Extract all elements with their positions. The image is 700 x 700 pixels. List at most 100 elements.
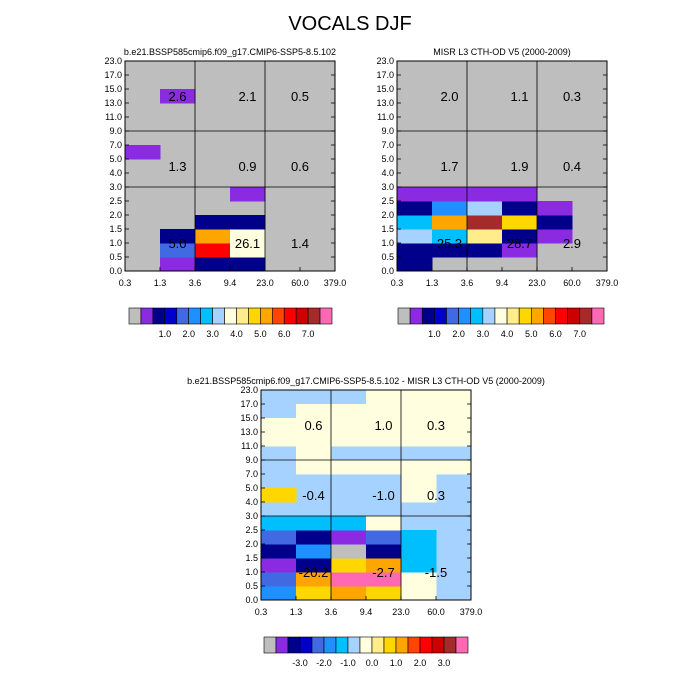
colorbar-label: -1.0 <box>340 658 356 668</box>
y-tick-label: 1.0 <box>381 238 394 248</box>
colorbar-swatch <box>458 307 472 325</box>
x-tick-label: 60.0 <box>291 278 309 288</box>
y-tick-label: 5.0 <box>109 154 122 164</box>
y-tick-label: 2.0 <box>245 539 258 549</box>
y-tick-label: 3.0 <box>381 182 394 192</box>
colorbar-swatch <box>311 636 325 654</box>
colorbar-label: 6.0 <box>549 329 562 339</box>
heatmap-cell <box>160 229 196 244</box>
colorbar-swatch <box>579 307 593 325</box>
y-tick-label: 9.0 <box>245 455 258 465</box>
group-sum-label: 0.3 <box>563 89 581 104</box>
x-tick-label: 23.0 <box>256 278 274 288</box>
colorbar-swatch <box>295 307 309 325</box>
heatmap-cell <box>401 418 437 433</box>
heatmap-cell <box>432 229 468 244</box>
heatmap-cell <box>230 215 266 230</box>
heatmap-cell <box>467 215 503 230</box>
colorbar-swatch <box>530 307 544 325</box>
heatmap-cell <box>261 516 297 531</box>
heatmap-panels: b.e21.BSSP585cmip6.f09_g17.CMIP6-SSP5-8.… <box>104 47 618 617</box>
heatmap-cell <box>296 460 332 475</box>
panel-title: b.e21.BSSP585cmip6.f09_g17.CMIP6-SSP5-8.… <box>187 376 545 386</box>
y-tick-label: 7.0 <box>245 469 258 479</box>
colorbar-swatch <box>567 307 581 325</box>
y-tick-label: 15.0 <box>240 413 258 423</box>
heatmap-cell <box>230 229 266 244</box>
heatmap-cell <box>436 432 472 447</box>
heatmap-cell <box>401 390 437 405</box>
x-tick-label: 23.0 <box>392 607 410 617</box>
heatmap-cell <box>401 404 437 419</box>
heatmap-cell <box>397 187 433 202</box>
y-tick-label: 4.0 <box>381 168 394 178</box>
y-tick-label: 9.0 <box>109 126 122 136</box>
colorbar-swatch <box>494 307 508 325</box>
heatmap-cell <box>401 432 437 447</box>
x-tick-label: 1.3 <box>154 278 167 288</box>
y-tick-label: 0.0 <box>381 266 394 276</box>
colorbar-swatch <box>555 307 568 325</box>
heatmap-cell <box>401 488 437 503</box>
y-tick-label: 23.0 <box>240 385 258 395</box>
heatmap-cell <box>401 530 437 545</box>
colorbar-label: 3.0 <box>477 329 490 339</box>
heatmap-cell <box>331 432 367 447</box>
colorbar-swatch <box>287 636 301 654</box>
colorbar-label: 1.0 <box>390 658 403 668</box>
heatmap-cell <box>432 201 468 216</box>
heatmap-cell <box>230 243 266 258</box>
heatmap-cell <box>537 215 573 230</box>
group-sum-label: 2.1 <box>238 89 256 104</box>
colorbar-swatch <box>506 307 520 325</box>
group-sum-label: -2.7 <box>372 565 394 580</box>
colorbar-swatch <box>409 307 423 325</box>
colorbar-1: 1.0 2.0 3.0 4.0 5.0 6.0 7.0 <box>128 307 333 339</box>
heatmap-cell <box>502 215 538 230</box>
heatmap-cell <box>296 572 332 587</box>
heatmap-cell <box>261 544 297 559</box>
heatmap-panel-3: b.e21.BSSP585cmip6.f09_g17.CMIP6-SSP5-8.… <box>187 376 545 617</box>
colorbar-label: 2.0 <box>452 329 465 339</box>
y-tick-label: 5.0 <box>381 154 394 164</box>
x-tick-label: 3.6 <box>189 278 202 288</box>
y-tick-label: 0.5 <box>109 252 122 262</box>
heatmap-cell <box>366 516 402 531</box>
group-sum-label: -1.5 <box>425 565 447 580</box>
y-tick-label: 2.5 <box>245 525 258 535</box>
group-sum-label: 1.9 <box>510 159 528 174</box>
heatmap-cell <box>537 201 573 216</box>
heatmap-cell <box>401 586 437 601</box>
colorbar-label: 2.0 <box>414 658 427 668</box>
heatmap-cell <box>296 586 332 601</box>
colorbar-label: 6.0 <box>278 329 291 339</box>
colorbar-label: 7.0 <box>574 329 587 339</box>
y-tick-label: 1.5 <box>109 224 122 234</box>
group-sum-label: 1.3 <box>168 159 186 174</box>
y-tick-label: 13.0 <box>376 98 394 108</box>
y-tick-label: 13.0 <box>240 427 258 437</box>
colorbar-swatch <box>482 307 496 325</box>
heatmap-cell <box>502 243 538 258</box>
heatmap-cell <box>331 460 367 475</box>
colorbar-label: 1.0 <box>159 329 172 339</box>
x-tick-label: 60.0 <box>427 607 445 617</box>
x-tick-label: 379.0 <box>460 607 483 617</box>
colorbar-swatch <box>212 307 225 325</box>
colorbar-swatch <box>283 307 297 325</box>
colorbar-swatch <box>188 307 201 325</box>
group-sum-label: -1.0 <box>372 488 394 503</box>
heatmap-cell <box>331 558 367 573</box>
colorbar-label: -3.0 <box>292 658 308 668</box>
heatmap-cell <box>195 257 231 272</box>
heatmap-cell <box>296 530 332 545</box>
y-tick-label: 2.0 <box>109 210 122 220</box>
heatmap-cell <box>502 201 538 216</box>
heatmap-cell <box>366 404 402 419</box>
colorbar-swatch <box>419 636 433 654</box>
y-tick-label: 2.5 <box>381 196 394 206</box>
group-sum-label: -20.2 <box>299 565 329 580</box>
group-sum-label: 1.4 <box>291 236 309 251</box>
group-sum-label: 2.6 <box>168 89 186 104</box>
heatmap-cell <box>436 390 472 405</box>
